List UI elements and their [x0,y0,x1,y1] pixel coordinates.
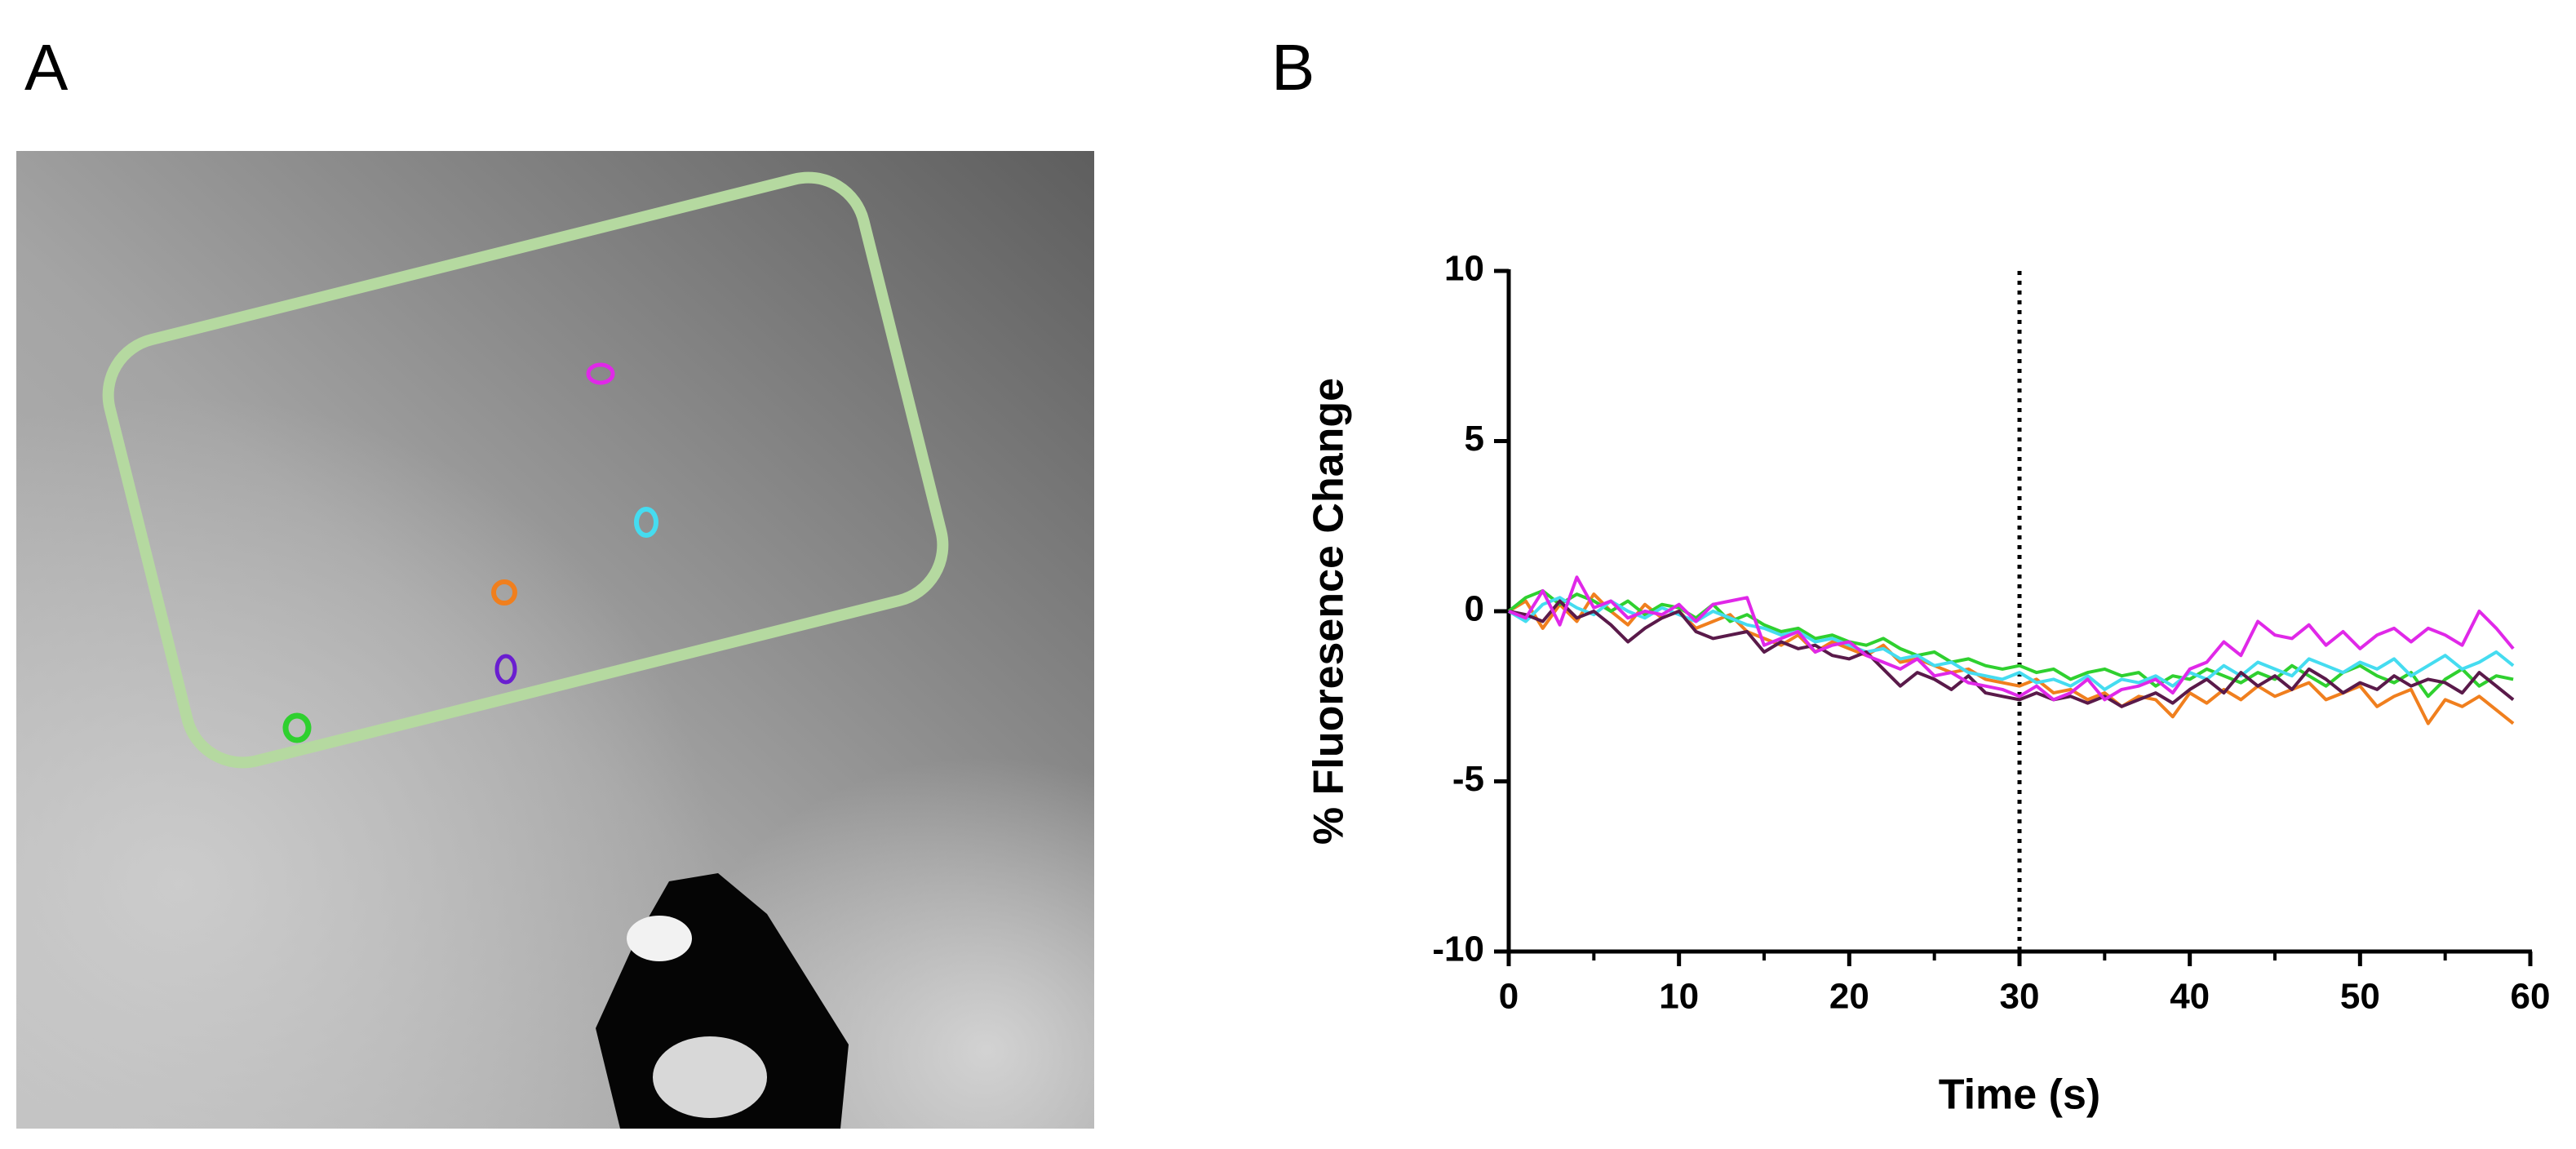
roi-cell [586,362,615,385]
x-tick-label: 60 [2511,977,2551,1017]
roi-region [102,171,949,769]
panel-label: B [1271,31,1315,104]
y-tick-label: 10 [1444,249,1484,289]
x-axis-title: Time (s) [1939,1071,2100,1119]
x-tick-label: 20 [1829,977,1869,1017]
roi-cell [494,654,517,685]
roi-cell [282,712,312,743]
image-highlight [16,151,1094,1129]
bright-spot [627,916,692,961]
series-line [1507,589,2514,699]
x-tick-label: 10 [1659,977,1699,1017]
series-line [1508,575,2515,702]
y-tick-label: 5 [1465,419,1484,459]
x-tick-label: 40 [2170,977,2210,1017]
y-tick-label: -5 [1452,759,1484,799]
roi-cell [491,579,517,606]
y-tick-label: 0 [1465,589,1484,629]
x-tick-label: 30 [2000,977,2040,1017]
y-tick-label: -10 [1432,929,1484,969]
bright-spot [653,1036,767,1118]
x-tick-label: 0 [1499,977,1519,1017]
x-tick-label: 50 [2340,977,2380,1017]
series-line [1507,596,2515,691]
roi-cell [634,507,658,538]
micrograph [16,151,1094,1129]
panel-label: A [24,31,69,104]
y-axis-title: % Fluoresence Change [1306,378,1353,845]
series-line [1508,599,2515,708]
